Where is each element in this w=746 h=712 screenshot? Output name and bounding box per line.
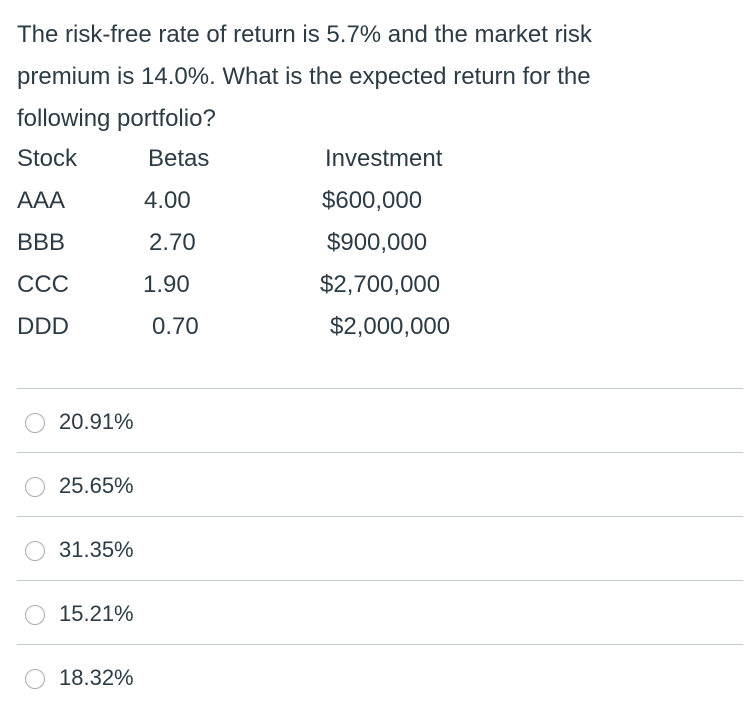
answer-option[interactable]: 25.65% xyxy=(17,452,743,516)
header-betas: Betas xyxy=(148,145,210,172)
header-investment: Investment xyxy=(325,145,443,172)
table-row: AAA 4.00 $600,000 xyxy=(17,180,517,222)
header-stock: Stock xyxy=(17,145,78,172)
answer-label: 20.91% xyxy=(59,409,134,434)
investment-cell: $900,000 xyxy=(327,229,428,256)
stock-cell: CCC xyxy=(17,271,69,298)
investment-cell: $2,700,000 xyxy=(320,271,441,298)
table-row: BBB 2.70 $900,000 xyxy=(17,222,517,264)
investment-cell: $600,000 xyxy=(322,187,423,214)
table-header-row: Stock Betas Investment xyxy=(17,138,517,180)
beta-cell: 1.90 xyxy=(143,271,190,298)
answer-label: 31.35% xyxy=(59,537,134,562)
question-line: The risk-free rate of return is 5.7% and… xyxy=(17,21,592,48)
beta-cell: 4.00 xyxy=(144,187,191,214)
table-row: CCC 1.90 $2,700,000 xyxy=(17,264,517,306)
question-line: premium is 14.0%. What is the expected r… xyxy=(17,63,591,90)
radio-button[interactable] xyxy=(25,605,45,625)
answer-option[interactable]: 20.91% xyxy=(17,388,743,452)
answer-option[interactable]: 31.35% xyxy=(17,516,743,580)
beta-cell: 0.70 xyxy=(152,313,199,340)
question-text: The risk-free rate of return is 5.7% and… xyxy=(17,14,717,140)
table-row: DDD 0.70 $2,000,000 xyxy=(17,306,517,348)
radio-button[interactable] xyxy=(25,413,45,433)
stock-cell: DDD xyxy=(17,313,69,340)
investment-cell: $2,000,000 xyxy=(330,313,451,340)
answer-option[interactable]: 15.21% xyxy=(17,580,743,644)
answer-option[interactable]: 18.32% xyxy=(17,644,743,708)
radio-button[interactable] xyxy=(25,669,45,689)
radio-button[interactable] xyxy=(25,477,45,497)
beta-cell: 2.70 xyxy=(149,229,196,256)
radio-button[interactable] xyxy=(25,541,45,561)
portfolio-table: Stock Betas Investment AAA 4.00 $600,000… xyxy=(17,138,517,348)
answer-label: 15.21% xyxy=(59,601,134,626)
stock-cell: AAA xyxy=(17,187,66,214)
answer-label: 18.32% xyxy=(59,665,134,690)
answer-label: 25.65% xyxy=(59,473,134,498)
question-line: following portfolio? xyxy=(17,105,216,132)
answer-list: 20.91% 25.65% 31.35% 15.21% 18.32% xyxy=(17,388,743,708)
stock-cell: BBB xyxy=(17,229,66,256)
